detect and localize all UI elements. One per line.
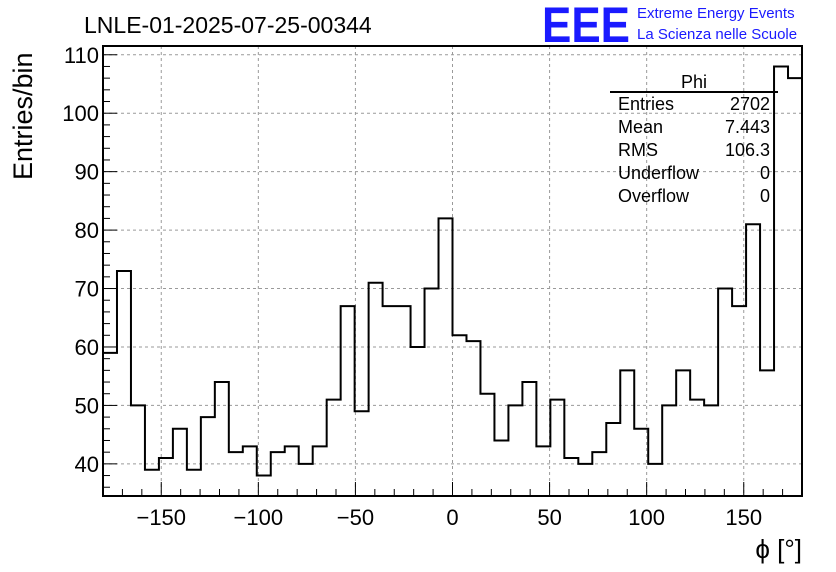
y-tick-label: 40 (75, 452, 99, 477)
stats-row-value: 106.3 (725, 140, 770, 160)
stats-row-label: Entries (618, 94, 674, 114)
stats-row-label: RMS (618, 140, 658, 160)
stats-row-label: Mean (618, 117, 663, 137)
stats-row-label: Overflow (618, 186, 690, 206)
y-tick-label: 80 (75, 218, 99, 243)
axis-tick-labels: −150 −100 −50 0 50 100 150 40 50 60 70 80 90 100 110 (62, 43, 762, 530)
x-tick-label: −50 (337, 505, 374, 530)
eee-brand: EEE Extreme Energy Events La Scienza nel… (542, 0, 797, 53)
y-axis-label: Entries/bin (8, 52, 38, 180)
x-tick-label: 100 (628, 505, 665, 530)
x-tick-label: −100 (234, 505, 284, 530)
chart-title: LNLE-01-2025-07-25-00344 (84, 12, 372, 38)
stats-row-label: Underflow (618, 163, 700, 183)
axis-ticks (102, 54, 803, 496)
stats-box: Phi Entries 2702 Mean 7.443 RMS 106.3 Underflo… (610, 72, 778, 206)
y-tick-label: 110 (64, 43, 99, 68)
eee-logo: EEE (542, 0, 630, 53)
x-axis-label: ϕ [°] (755, 534, 802, 564)
grid-lines (103, 46, 802, 496)
x-tick-label: 0 (446, 505, 458, 530)
x-tick-label: −150 (136, 505, 186, 530)
y-tick-label: 50 (75, 393, 99, 418)
stats-row-value: 7.443 (725, 117, 770, 137)
y-tick-label: 70 (75, 277, 99, 302)
stats-row-value: 0 (760, 186, 770, 206)
stats-box-title: Phi (681, 72, 707, 92)
stats-rows: Entries 2702 Mean 7.443 RMS 106.3 Underflow 0 Ov… (618, 94, 770, 206)
brand-line-1: Extreme Energy Events (637, 5, 795, 22)
y-tick-label: 100 (62, 101, 99, 126)
x-tick-label: 150 (725, 505, 762, 530)
stats-row-value: 0 (760, 163, 770, 183)
stats-row-value: 2702 (730, 94, 770, 114)
y-tick-label: 60 (75, 335, 99, 360)
histogram-outline (103, 65, 802, 477)
brand-line-2: La Scienza nelle Scuole (637, 26, 797, 43)
x-tick-label: 50 (537, 505, 561, 530)
y-tick-label: 90 (75, 160, 99, 185)
